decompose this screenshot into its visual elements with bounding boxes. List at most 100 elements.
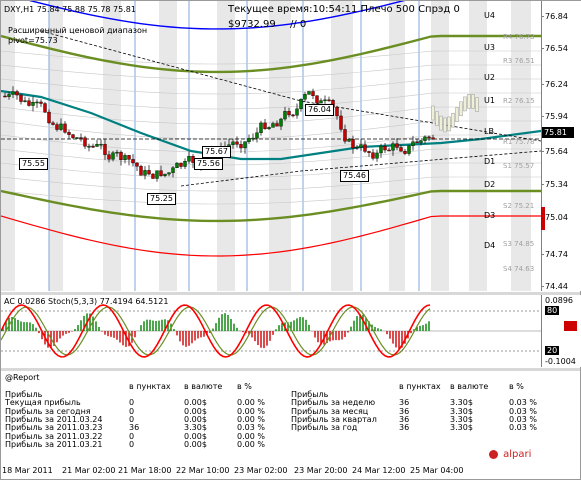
candle-body <box>183 161 187 167</box>
olive-band-lower <box>1 189 541 223</box>
osc-axis-label: -0.1004 <box>545 357 576 366</box>
price-axis[interactable] <box>541 1 581 291</box>
price-chart[interactable] <box>1 1 541 291</box>
candle-body <box>263 122 267 130</box>
price-axis-label: 75.04 <box>545 213 568 222</box>
candle-body <box>307 91 311 95</box>
candle-body <box>315 95 319 104</box>
pivot-label: S3 74.85 <box>503 240 535 248</box>
projection-candle <box>447 116 451 132</box>
candle-body <box>403 150 407 154</box>
report-row-money: 0.00$ <box>184 398 207 408</box>
level-label: U4 <box>484 11 495 20</box>
pivot-label: R3 76.51 <box>503 57 535 65</box>
time-axis-label: 21 Mar 02:00 <box>62 466 116 475</box>
candle-body <box>247 138 251 142</box>
candle-body <box>55 124 59 130</box>
candle-body <box>411 141 415 146</box>
report-row-money: 0.00$ <box>184 431 207 441</box>
candle-body <box>95 144 99 147</box>
candle-body <box>319 100 323 104</box>
candle-body <box>107 154 111 160</box>
candle-body <box>11 91 15 95</box>
pane-separator[interactable] <box>1 368 580 371</box>
projection-candle <box>443 117 447 133</box>
envelope-line <box>1 134 541 153</box>
envelope-line <box>1 92 541 110</box>
projection-candle <box>439 115 443 131</box>
report-row-pct: 0.00 % <box>237 439 265 449</box>
report-header-money: в валюте <box>450 382 489 391</box>
report-row-pct: 0.03 % <box>509 406 537 416</box>
candle-body <box>231 141 235 145</box>
pane-separator[interactable] <box>1 292 580 295</box>
candle-body <box>363 144 367 152</box>
brand-icon <box>489 450 498 459</box>
candle-body <box>367 151 371 153</box>
candle-body <box>279 118 283 127</box>
candle-body <box>147 170 151 175</box>
candle-body <box>15 91 19 96</box>
oscillator-chart[interactable] <box>1 295 541 367</box>
price-axis-tick <box>541 84 544 85</box>
envelope-line <box>1 64 541 80</box>
price-axis-label: 75.34 <box>545 180 568 189</box>
time-axis-label: 24 Mar 12:00 <box>352 466 406 475</box>
candle-body <box>235 141 239 145</box>
osc-axis-marker <box>564 321 577 331</box>
report-row-label: Текущая прибыль <box>5 398 81 408</box>
candle-body <box>243 141 247 149</box>
osc-axis-label: 0.0896 <box>545 296 573 305</box>
report-row-money: 0.00$ <box>184 439 207 449</box>
pivot-label: R2 76.15 <box>503 97 535 105</box>
wedge-line <box>180 150 541 187</box>
report-row-label: Прибыль за 2011.03.23 <box>5 423 103 433</box>
price-pane[interactable] <box>1 1 541 291</box>
price-tag: 75.25 <box>147 193 176 205</box>
pivot-label: S2 75.21 <box>503 202 535 210</box>
candle-body <box>71 134 75 138</box>
time-axis-label: 21 Mar 18:00 <box>118 466 172 475</box>
level-label: D2 <box>484 180 496 189</box>
candle-body <box>283 111 287 120</box>
candle-body <box>127 155 131 160</box>
price-axis-label: 75.94 <box>545 112 568 121</box>
report-row-pct: 0.00 % <box>237 406 265 416</box>
candle-body <box>7 94 11 97</box>
price-tag: 75.46 <box>340 170 369 182</box>
pivot-label: S4 74.63 <box>503 265 535 273</box>
report-row-label: Прибыль за 2011.03.24 <box>5 414 103 424</box>
price-axis-tick <box>541 254 544 255</box>
report-row-points: 36 <box>399 423 410 433</box>
osc-axis-label: 80 <box>545 306 560 315</box>
report-row-points: 0 <box>129 431 135 441</box>
envelope-line <box>1 78 541 95</box>
session-shade <box>431 1 449 291</box>
candle-body <box>167 172 171 175</box>
session-shade <box>103 1 121 291</box>
legend-title: Расширенный ценовой диапазон <box>8 26 148 35</box>
candle-body <box>123 155 127 161</box>
oscillator-header: AC 0.0286 Stoch(5,3,3) 77.4194 64.5121 <box>4 297 169 306</box>
candle-body <box>115 151 119 154</box>
candle-body <box>19 94 23 102</box>
oscillator-pane[interactable] <box>1 295 541 367</box>
candle-body <box>375 152 379 159</box>
candle-body <box>271 123 275 128</box>
report-row-pct: 0.00 % <box>237 398 265 408</box>
candle-body <box>23 100 27 102</box>
report-header-pct: в % <box>509 382 524 391</box>
report-row-money: 3.30$ <box>450 406 473 416</box>
candle-body <box>423 136 427 141</box>
candle-body <box>75 137 79 139</box>
price-axis-label: 74.74 <box>545 250 568 259</box>
price-axis-tick <box>541 116 544 117</box>
level-label: U3 <box>484 43 495 52</box>
report-row-money: 3.30$ <box>450 423 473 433</box>
candle-body <box>155 170 159 179</box>
report-row-label: Прибыль за неделю <box>291 398 376 408</box>
candle-body <box>323 99 327 102</box>
report-row-points: 0 <box>129 398 135 408</box>
report-pane: @Report в пунктах в валюте в % в пунктах… <box>1 371 541 463</box>
candle-body <box>47 111 51 124</box>
